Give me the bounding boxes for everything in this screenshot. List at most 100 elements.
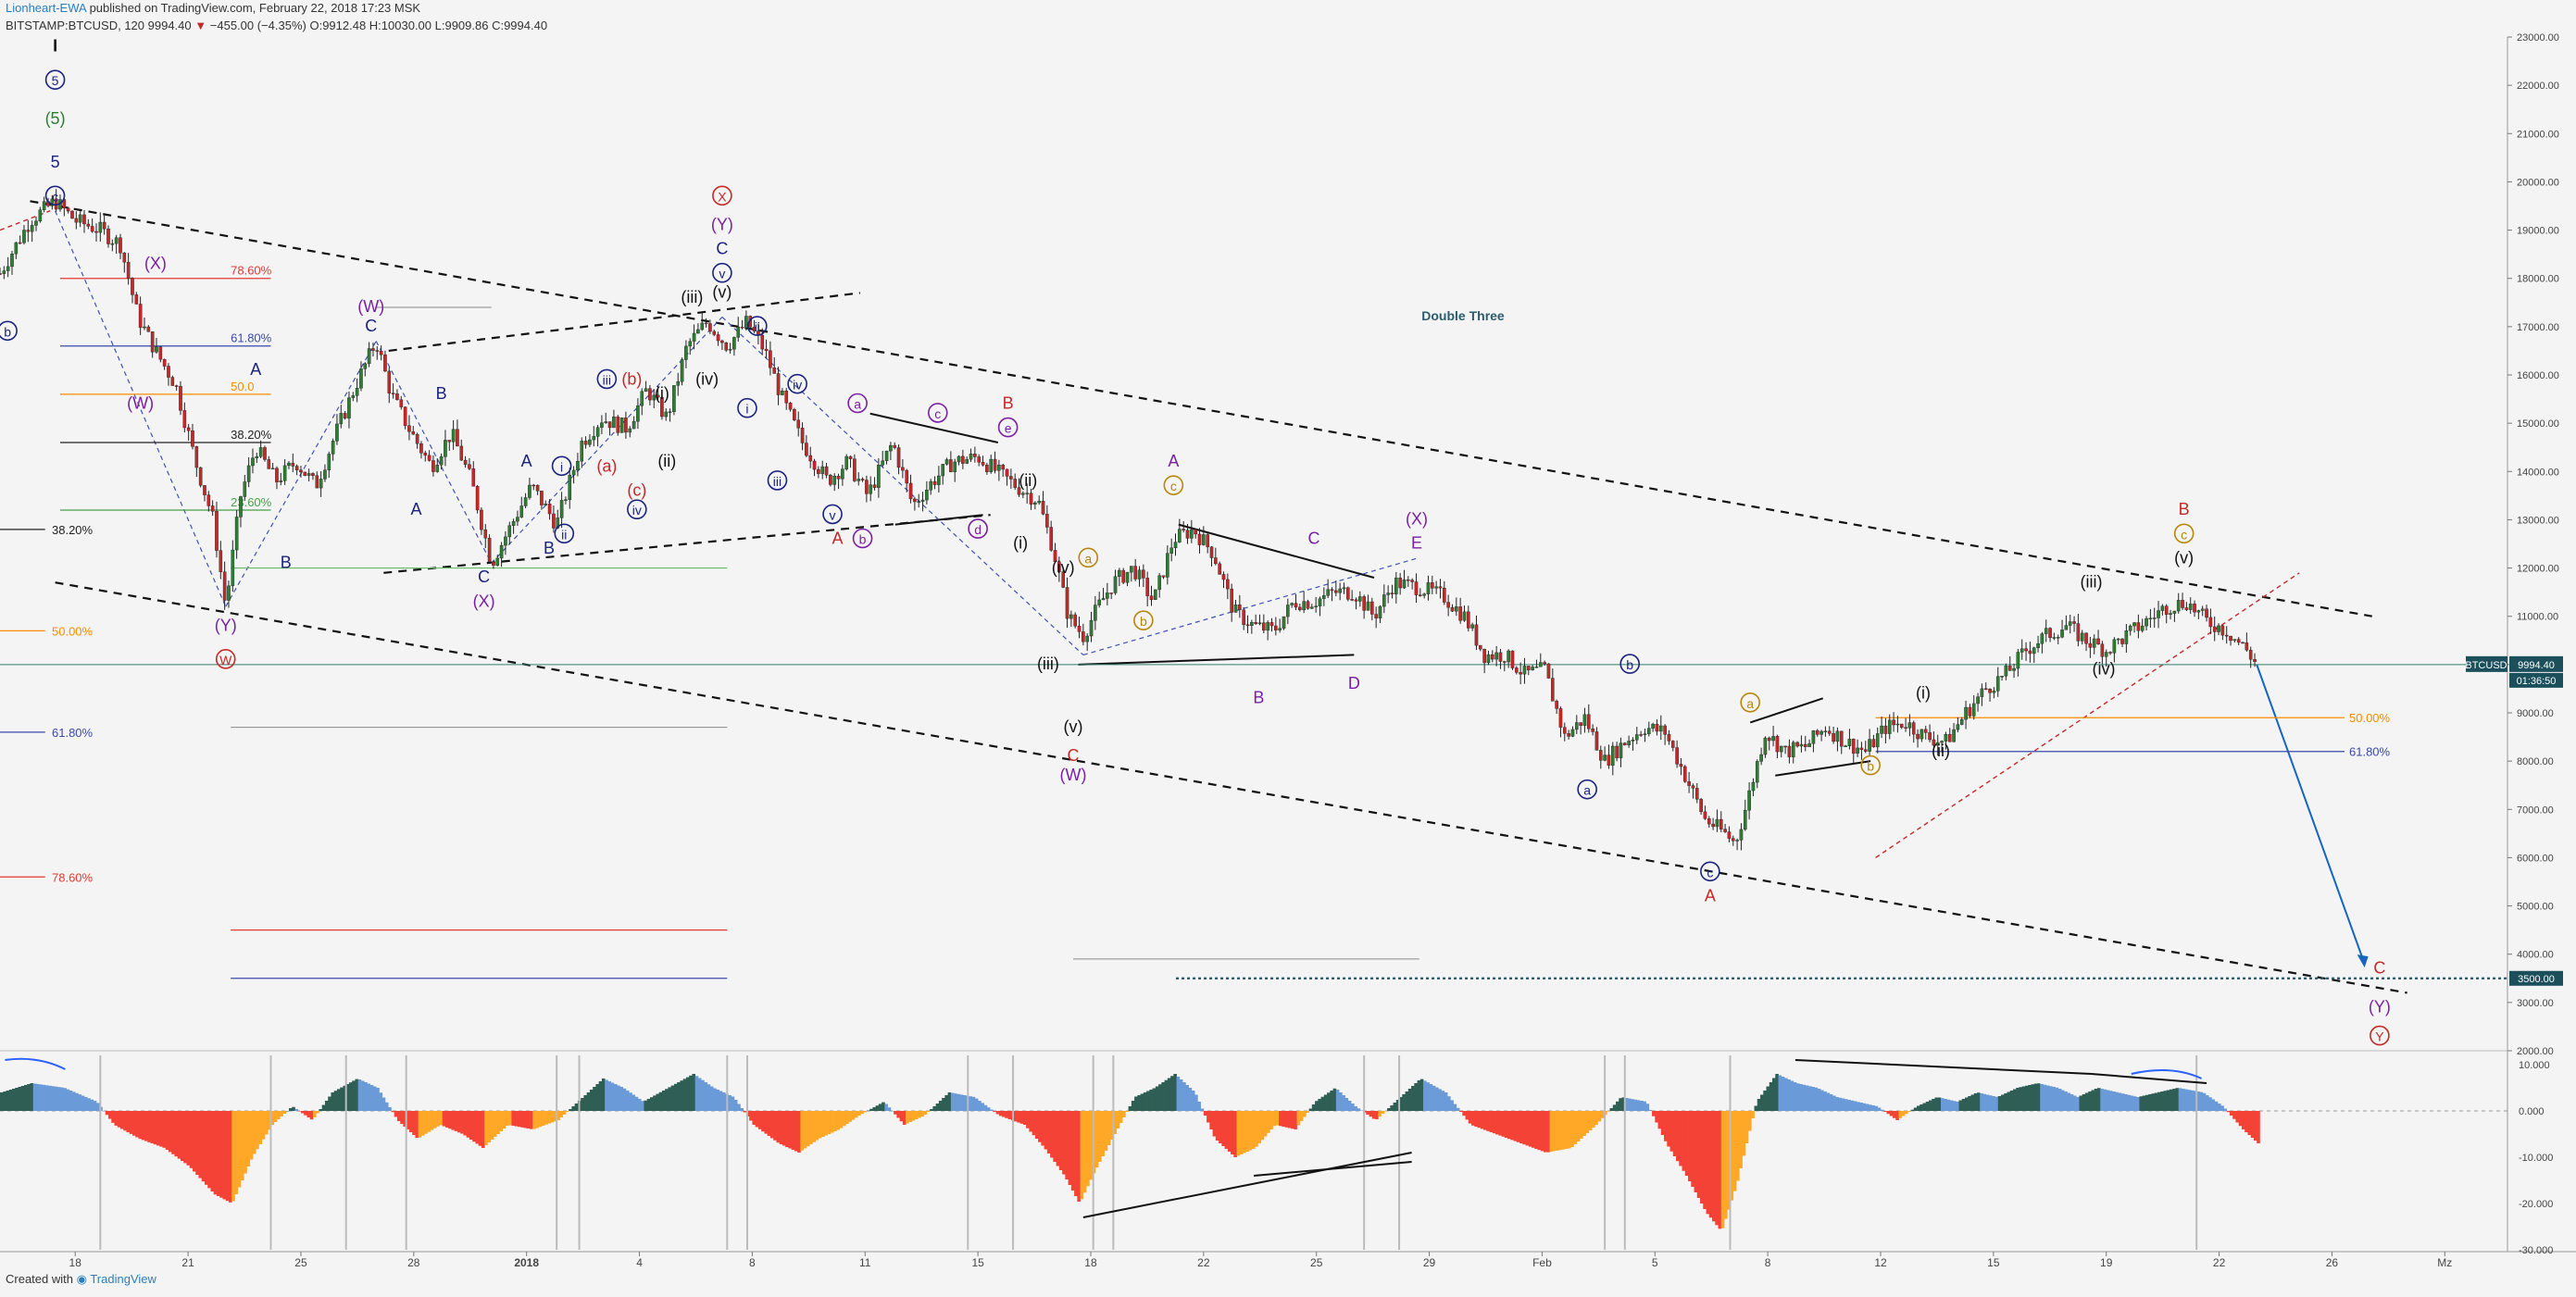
osc-bar (2052, 1087, 2056, 1111)
osc-bar (249, 1111, 254, 1160)
osc-bar (1480, 1111, 1484, 1129)
candle-body (1342, 587, 1346, 590)
candle (1402, 569, 1407, 590)
triangle-line (1078, 654, 1355, 666)
candle-body (1519, 672, 1522, 675)
fib-label: 50.0 (231, 380, 254, 393)
osc-bar (1871, 1105, 1875, 1111)
wave-circle-icon (551, 455, 572, 477)
candle (1670, 740, 1675, 752)
osc-bar (2232, 1111, 2236, 1119)
candle (2217, 623, 2220, 636)
candle-body (1390, 592, 1394, 594)
osc-bar (1188, 1088, 1193, 1111)
wave-circle-icon (1163, 475, 1184, 495)
candle-body (2157, 610, 2160, 618)
wave-text: i (560, 459, 563, 474)
candle-body (2132, 622, 2136, 627)
candle-body (1907, 722, 1912, 729)
osc-bar (264, 1111, 269, 1135)
osc-bar (141, 1111, 145, 1141)
candle (1775, 734, 1780, 758)
candle-body (383, 354, 387, 372)
x-tick-label: 26 (2326, 1256, 2339, 1269)
wave-text: (W) (127, 394, 154, 413)
wave-label: v (822, 504, 843, 525)
candle-body (1594, 731, 1599, 751)
wave-label: C (478, 567, 490, 586)
candle (1366, 594, 1370, 611)
candle (82, 209, 86, 233)
candle (42, 196, 46, 213)
wave-circle-icon (997, 417, 1019, 438)
osc-bar (1907, 1111, 1911, 1112)
osc-bar (30, 1083, 34, 1111)
osc-bar (773, 1111, 777, 1141)
candle-body (1206, 534, 1209, 547)
osc-bar (641, 1101, 644, 1111)
candle-body (829, 475, 832, 485)
candle-body (186, 427, 191, 431)
candle-body (1290, 603, 1294, 605)
candle-body (1354, 599, 1358, 602)
osc-bar (1739, 1111, 1743, 1168)
candle-body (973, 454, 977, 457)
wave-text: (iv) (695, 369, 719, 388)
candle (607, 421, 612, 436)
candle (1245, 615, 1250, 633)
wave-text: B (544, 539, 555, 557)
wave-circle-icon (215, 649, 236, 669)
candle (652, 389, 657, 408)
candle-body (119, 237, 122, 254)
candle-body (1502, 661, 1507, 663)
author-link[interactable]: Lionheart-EWA (6, 1, 86, 15)
osc-bar (168, 1111, 172, 1153)
osc-bar (2247, 1111, 2252, 1135)
divergence-line (1794, 1059, 2092, 1075)
candle (1823, 726, 1828, 737)
osc-bar (1928, 1100, 1932, 1111)
osc-bar (605, 1079, 608, 1111)
osc-bar (1137, 1095, 1141, 1111)
candle (1643, 729, 1647, 742)
candle (1118, 567, 1121, 587)
tradingview-logo-icon: ◉ (76, 1272, 87, 1286)
osc-bar (1501, 1111, 1506, 1137)
candle (901, 459, 905, 479)
candle-body (1787, 745, 1792, 757)
candle-body (162, 358, 167, 367)
osc-bar (1269, 1111, 1273, 1129)
wave-text: A (521, 452, 532, 470)
wave-text: v (719, 267, 725, 281)
candle (1928, 724, 1932, 742)
osc-bar (63, 1088, 67, 1111)
candle-body (1895, 723, 1900, 726)
tradingview-link[interactable]: TradingView (90, 1272, 156, 1286)
candle (672, 385, 676, 416)
candle (857, 472, 861, 486)
candle (772, 356, 777, 374)
candle (299, 466, 303, 478)
candle (1707, 816, 1711, 829)
wave-label: c (2173, 523, 2195, 544)
osc-bar (1407, 1089, 1412, 1111)
osc-bar (1992, 1096, 1995, 1111)
osc-bar (415, 1111, 419, 1138)
candle-body (1995, 676, 2000, 692)
osc-bar (2172, 1089, 2176, 1111)
candle-body (1154, 589, 1157, 600)
osc-bar (586, 1092, 591, 1111)
osc-bar (785, 1111, 789, 1147)
osc-bar (2103, 1089, 2107, 1111)
wave-text: B (1253, 689, 1264, 707)
candle-body (1358, 596, 1362, 602)
wave-text: A (832, 530, 843, 548)
candle (1214, 547, 1218, 566)
osc-bar (321, 1104, 326, 1111)
osc-bar (71, 1091, 76, 1111)
candle (2036, 635, 2040, 653)
candle (1767, 736, 1771, 751)
candle-body (1194, 529, 1197, 535)
candle (1318, 596, 1322, 617)
